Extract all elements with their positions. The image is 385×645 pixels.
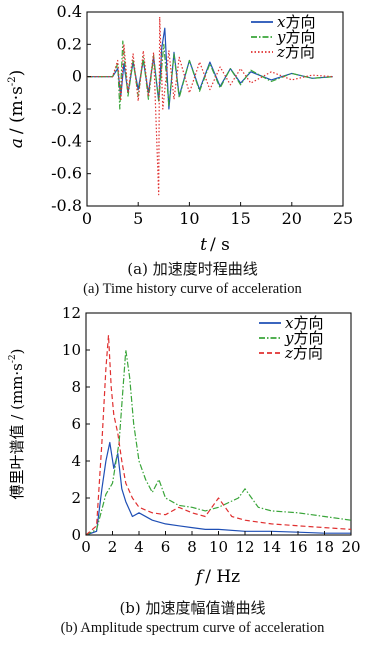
caption-a-cn: (a) 加速度时程曲线: [127, 260, 258, 278]
y-tick-label: -0.8: [51, 196, 82, 215]
x-tick-label: 20: [282, 209, 302, 228]
y-tick-label: 10: [62, 341, 81, 359]
series-line-x: [85, 441, 351, 536]
x-tick-label: 20: [341, 538, 360, 556]
y-tick-label: 4: [71, 452, 81, 470]
legend-label-x: x方向: [285, 314, 323, 332]
y-axis-label-b: 傅里叶谱值 / (mm·s-2): [8, 349, 26, 500]
y-tick-label: 2: [71, 489, 81, 507]
x-tick-label: 5: [133, 209, 143, 228]
legend-label-x: x方向: [277, 13, 315, 31]
legend-label-z: z方向: [276, 43, 315, 61]
x-tick-label: 16: [288, 538, 307, 556]
x-tick-label: 25: [333, 209, 353, 228]
series-line-z: [85, 334, 352, 536]
caption-b-en: (b) Amplitude spectrum curve of accelera…: [60, 620, 325, 636]
x-tick-label: 10: [209, 538, 228, 556]
y-tick-label: -0.2: [51, 99, 82, 118]
x-tick-label: 8: [187, 538, 197, 556]
series-line-y: [85, 349, 352, 536]
x-tick-label: 18: [315, 538, 334, 556]
x-tick-label: 2: [108, 538, 118, 556]
x-axis-label-b: f / Hz: [194, 567, 240, 587]
y-tick-label: 0.4: [57, 2, 82, 21]
x-tick-label: 0: [82, 209, 92, 228]
x-tick-label: 15: [230, 209, 250, 228]
series-line-z: [87, 16, 333, 196]
y-tick-label: 8: [71, 378, 81, 396]
caption-b-cn: (b) 加速度幅值谱曲线: [119, 599, 266, 617]
y-tick-label: 0: [72, 67, 82, 86]
x-tick-label: 6: [161, 538, 171, 556]
y-tick-label: 0.2: [57, 34, 82, 53]
y-tick-label: -0.4: [51, 131, 82, 150]
x-tick-label: 0: [81, 538, 91, 556]
x-tick-label: 4: [134, 538, 144, 556]
y-tick-label: -0.6: [51, 164, 82, 183]
y-axis-label-a: a/ (m·s-2): [7, 70, 27, 149]
y-tick-label: 6: [71, 415, 81, 433]
y-tick-label: 0: [71, 526, 81, 544]
chart-acceleration-time-history: 0.4 0.2 0 -0.2 -0.4 -0.6 -0.8 0 5 10 15 20 25 x方向y方…: [7, 2, 353, 255]
legend-label-z: z方向: [284, 344, 323, 362]
x-tick-label: 12: [235, 538, 254, 556]
x-tick-label: 14: [262, 538, 281, 556]
x-axis-label-a: t / s: [200, 235, 230, 255]
legend-label-y: y方向: [284, 329, 324, 347]
legend-label-y: y方向: [276, 28, 316, 46]
series-line-y: [87, 40, 333, 110]
y-tick-label: 12: [62, 305, 81, 322]
caption-a-en: (a) Time history curve of acceleration: [83, 281, 302, 297]
x-tick-label: 10: [179, 209, 199, 228]
